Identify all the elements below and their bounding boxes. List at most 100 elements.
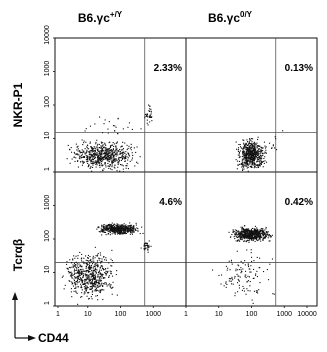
event-dot <box>85 262 87 264</box>
event-dot <box>85 277 87 279</box>
event-dot <box>96 228 98 230</box>
event-dot <box>117 232 119 234</box>
event-dot <box>255 234 257 236</box>
event-dot <box>124 232 126 234</box>
event-dot <box>102 148 104 150</box>
event-dot <box>236 168 238 170</box>
event-dot <box>87 160 89 162</box>
event-dot <box>252 155 254 157</box>
event-dot <box>254 145 256 147</box>
event-dot <box>93 155 95 157</box>
event-dot <box>81 272 83 274</box>
event-dot <box>245 144 247 146</box>
event-dot <box>246 280 248 282</box>
event-dot <box>87 162 89 164</box>
event-dot <box>103 283 105 285</box>
event-dot <box>240 231 242 233</box>
event-dot <box>243 228 245 230</box>
event-dot <box>120 232 122 234</box>
event-dot <box>250 150 252 152</box>
event-dot <box>257 136 259 138</box>
event-dot <box>118 156 120 158</box>
event-dot <box>235 235 237 237</box>
event-dot <box>113 226 115 228</box>
event-dot <box>237 239 239 241</box>
event-dot <box>91 154 93 156</box>
event-dot <box>76 281 78 283</box>
event-dot <box>105 164 107 166</box>
event-dot <box>123 230 125 232</box>
event-dot <box>97 143 99 145</box>
event-dot <box>79 274 81 276</box>
event-dot <box>259 156 261 158</box>
event-dot <box>275 138 277 140</box>
event-dot <box>77 257 79 259</box>
event-dot <box>121 225 123 227</box>
event-dot <box>94 286 96 288</box>
event-dot <box>256 231 258 233</box>
event-dot <box>94 154 96 156</box>
event-dot <box>242 237 244 239</box>
event-dot <box>128 154 130 156</box>
event-dot <box>238 147 240 149</box>
event-dot <box>256 164 258 166</box>
event-dot <box>122 141 124 143</box>
event-dot <box>245 236 247 238</box>
event-dot <box>254 235 256 237</box>
event-dot <box>242 227 244 229</box>
event-dot <box>246 162 248 164</box>
event-dot <box>80 268 82 270</box>
event-dot <box>244 151 246 153</box>
event-dot <box>86 156 88 158</box>
event-dot <box>72 266 74 268</box>
event-dot <box>117 132 119 134</box>
event-dot <box>241 235 243 237</box>
event-dot <box>242 169 244 171</box>
event-dot <box>68 280 70 282</box>
event-dot <box>112 227 114 229</box>
y-tick-label: 1000 <box>44 61 51 77</box>
event-dot <box>125 232 127 234</box>
event-dot <box>256 291 258 293</box>
event-dot <box>238 234 240 236</box>
event-dot <box>112 230 114 232</box>
event-dot <box>240 147 242 149</box>
event-dot <box>71 296 73 298</box>
event-dot <box>75 255 77 257</box>
event-dot <box>92 278 94 280</box>
event-dot <box>256 145 258 147</box>
cell-population-2 <box>269 130 284 151</box>
event-dot <box>95 289 97 291</box>
event-dot <box>109 164 111 166</box>
event-dot <box>91 147 93 149</box>
event-dot <box>245 160 247 162</box>
event-dot <box>260 232 262 234</box>
event-dot <box>96 161 98 163</box>
event-dot <box>230 236 232 238</box>
event-dot <box>261 158 263 160</box>
event-dot <box>98 271 100 273</box>
event-dot <box>243 161 245 163</box>
event-dot <box>247 275 249 277</box>
event-dot <box>253 142 255 144</box>
event-dot <box>256 228 258 230</box>
event-dot <box>90 276 92 278</box>
event-dot <box>259 229 261 231</box>
event-dot <box>243 153 245 155</box>
event-dot <box>76 272 78 274</box>
event-dot <box>102 230 104 232</box>
event-dot <box>245 157 247 159</box>
event-dot <box>237 269 239 271</box>
event-dot <box>239 269 241 271</box>
event-dot <box>111 161 113 163</box>
event-dot <box>104 152 106 154</box>
event-dot <box>241 164 243 166</box>
event-dot <box>272 144 274 146</box>
event-dot <box>254 233 256 235</box>
event-dot <box>82 276 84 278</box>
event-dot <box>83 270 85 272</box>
event-dot <box>91 274 93 276</box>
event-dot <box>105 158 107 160</box>
event-dot <box>82 268 84 270</box>
event-dot <box>245 146 247 148</box>
